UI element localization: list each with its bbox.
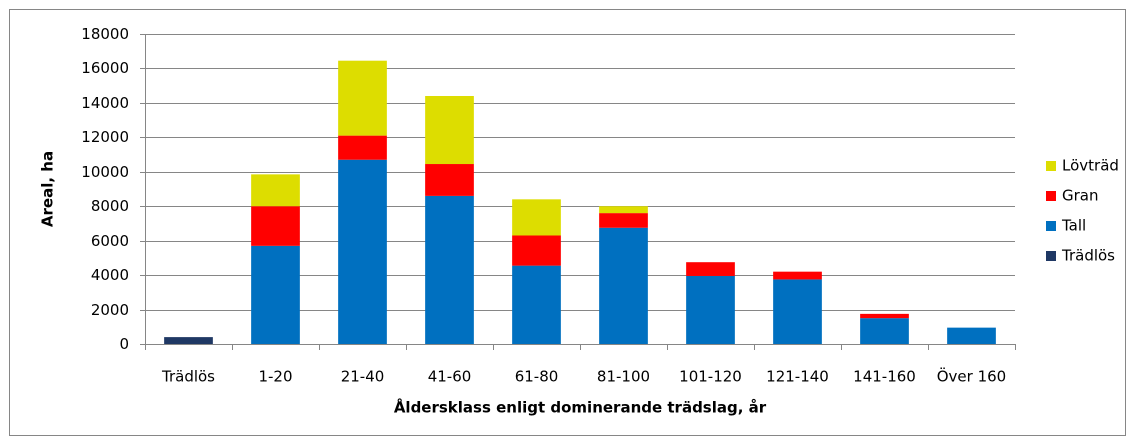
bar-segment	[251, 206, 300, 246]
y-tick-label: 16000	[81, 59, 129, 77]
bar-segment	[860, 318, 909, 344]
bar-segment	[512, 265, 561, 344]
chart-frame	[9, 9, 1126, 436]
x-tick-label: 1-20	[258, 368, 292, 386]
legend-label: Trädlös	[1061, 247, 1115, 265]
bar-segment	[599, 227, 648, 344]
bar-segment	[686, 262, 735, 276]
legend-swatch	[1046, 161, 1056, 171]
bar-segment	[251, 245, 300, 344]
bar-segment	[338, 60, 387, 136]
legend-label: Gran	[1062, 187, 1099, 205]
y-axis-title: Areal, ha	[39, 151, 57, 227]
bar-segment	[599, 213, 648, 228]
x-tick-label: 61-80	[515, 368, 559, 386]
bar-segment	[686, 275, 735, 344]
x-tick-label: 121-140	[766, 368, 829, 386]
bar-segment	[773, 279, 822, 344]
x-tick-label: Trädlös	[161, 368, 215, 386]
legend-label: Tall	[1061, 217, 1086, 235]
legend-swatch	[1046, 221, 1056, 231]
legend-swatch	[1046, 191, 1056, 201]
bar-segment	[338, 159, 387, 344]
bar-segment	[338, 135, 387, 160]
y-tick-label: 18000	[81, 25, 129, 43]
bar-segment	[251, 174, 300, 207]
bar-segment	[599, 206, 648, 214]
bar-segment	[860, 313, 909, 319]
x-tick-label: 81-100	[597, 368, 650, 386]
x-tick-label: Över 160	[937, 367, 1006, 386]
x-tick-label: 21-40	[341, 368, 385, 386]
bar-segment	[425, 96, 474, 165]
bar-segment	[512, 199, 561, 236]
legend-swatch	[1046, 251, 1056, 261]
bar-segment	[425, 164, 474, 196]
y-tick-label: 2000	[91, 301, 129, 319]
y-tick-label: 6000	[91, 232, 129, 250]
x-tick-label: 41-60	[428, 368, 472, 386]
y-tick-label: 0	[119, 335, 129, 353]
legend-label: Lövträd	[1062, 157, 1119, 175]
x-tick-label: 101-120	[679, 368, 742, 386]
bar-segment	[164, 337, 213, 344]
bar-segment	[425, 195, 474, 344]
y-tick-label: 14000	[81, 94, 129, 112]
bar-segment	[947, 327, 996, 344]
y-tick-label: 4000	[91, 266, 129, 284]
bar-segment	[773, 271, 822, 280]
y-tick-label: 10000	[81, 163, 129, 181]
x-tick-label: 141-160	[853, 368, 916, 386]
y-tick-label: 8000	[91, 197, 129, 215]
y-tick-label: 12000	[81, 128, 129, 146]
x-axis-title: Åldersklass enligt dominerande trädslag,…	[394, 398, 767, 417]
bar-segment	[512, 235, 561, 266]
